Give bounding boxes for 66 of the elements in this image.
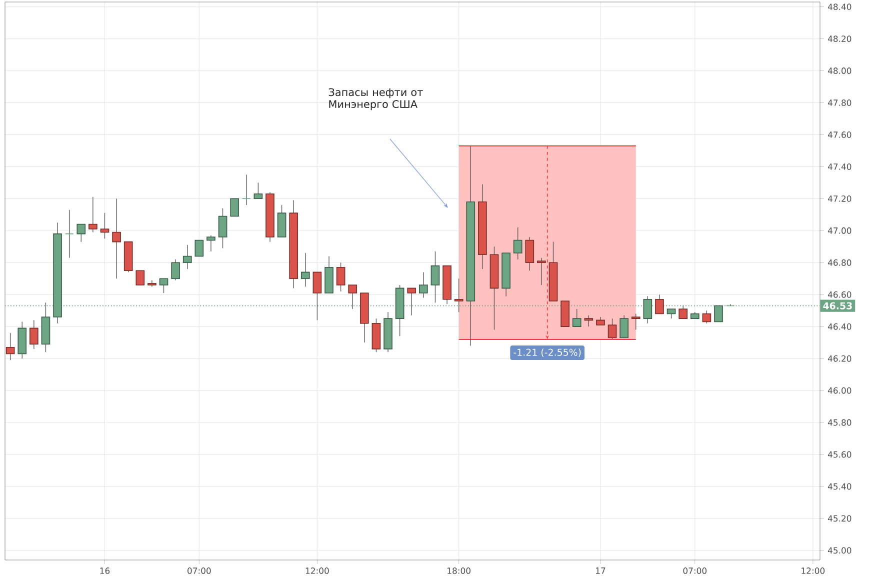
candlestick (678, 305, 688, 319)
candlestick (218, 208, 228, 249)
candlestick (419, 272, 428, 298)
candlestick (702, 310, 712, 324)
y-tick-label: 45.80 (828, 419, 852, 426)
x-tick-label: 07:00 (683, 568, 707, 574)
candlestick (525, 236, 534, 271)
y-tick-label: 47.40 (828, 163, 852, 170)
y-tick-label: 47.20 (828, 195, 852, 202)
candlestick (608, 318, 617, 340)
y-tick-label: 46.80 (828, 259, 852, 266)
candlestick (159, 278, 168, 294)
x-tick-label: 16 (100, 568, 110, 574)
candlestick (88, 196, 98, 233)
x-tick-label: 12:00 (802, 568, 825, 574)
y-tick-label: 46.40 (828, 323, 852, 330)
candlestick (454, 278, 464, 313)
y-tick-label: 45.20 (828, 515, 852, 522)
y-tick-label: 45.00 (828, 547, 852, 554)
candlestick (584, 315, 594, 327)
band-label: -1.21 (-2.55%) (514, 348, 581, 357)
candlestick (64, 210, 74, 258)
y-tick-label: 48.40 (828, 4, 852, 10)
candlestick (194, 240, 204, 257)
annotation: Запасы нефти от Минэнерго США (328, 88, 423, 110)
candlestick (620, 315, 628, 338)
x-tick-label: 17 (596, 568, 606, 574)
candlestick (631, 313, 640, 330)
x-tick-label: 18:00 (448, 568, 470, 574)
candlestick (537, 257, 546, 286)
x-tick-label: 12:00 (306, 568, 329, 574)
candlestick (6, 332, 15, 360)
candlestick (76, 224, 86, 242)
candlestick (254, 182, 263, 200)
candlestick (242, 174, 251, 206)
candlestick (655, 294, 664, 314)
candlestick (112, 198, 121, 279)
candlestick (171, 259, 180, 281)
ref-line-label: 46.53 (823, 302, 852, 310)
y-tick-label: 47.60 (828, 132, 852, 138)
candlestick (206, 235, 216, 252)
candlestick (513, 227, 522, 260)
candlestick (136, 270, 145, 286)
candlestick (572, 308, 582, 327)
y-tick-label: 47.80 (828, 100, 852, 106)
candlestick (182, 244, 192, 270)
candlestick (430, 251, 440, 303)
candlestick (230, 198, 239, 217)
candlestick (277, 204, 286, 238)
candlestick (336, 262, 346, 292)
y-tick-label: 48.20 (828, 36, 852, 42)
candlestick (312, 272, 322, 321)
candlestick (666, 308, 676, 319)
candlestick (100, 212, 110, 239)
candlestick (407, 288, 416, 316)
y-tick-label: 45.40 (828, 483, 852, 490)
y-tick-label: 48.00 (828, 68, 852, 74)
candlestick (300, 252, 310, 287)
candlestick (30, 320, 38, 350)
y-tick-label: 47.00 (828, 227, 852, 234)
y-tick-label: 45.60 (828, 451, 852, 458)
y-tick-label: 46.60 (828, 291, 852, 298)
candlestick (348, 284, 358, 310)
x-tick-label: 07:00 (188, 568, 211, 574)
y-tick-label: 46.20 (828, 355, 852, 362)
y-tick-label: 46.00 (828, 387, 852, 394)
